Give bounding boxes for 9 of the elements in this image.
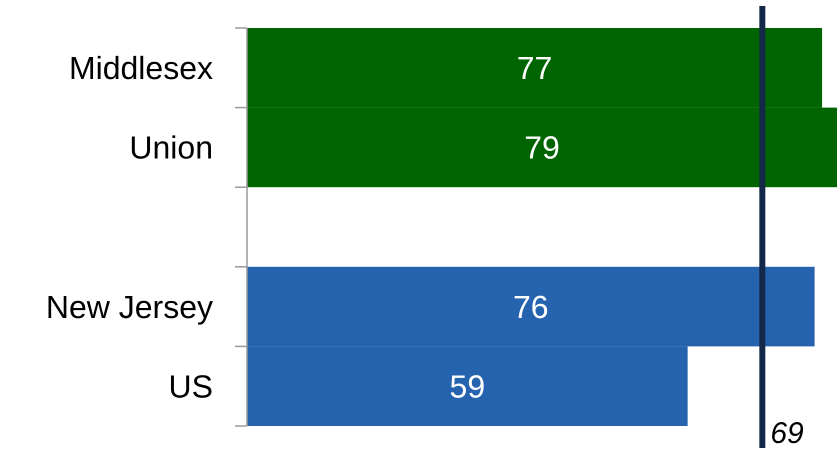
data-label: 59	[450, 368, 486, 404]
data-label: 76	[513, 288, 549, 325]
y-tick-label: Union	[129, 130, 213, 166]
data-label: 77	[516, 50, 552, 86]
y-tick-label: Middlesex	[68, 50, 213, 86]
ref-line-label: 69	[770, 417, 804, 450]
data-label: 79	[524, 130, 560, 166]
y-tick-label: New Jersey	[46, 288, 213, 325]
y-tick-label: US	[168, 368, 213, 404]
